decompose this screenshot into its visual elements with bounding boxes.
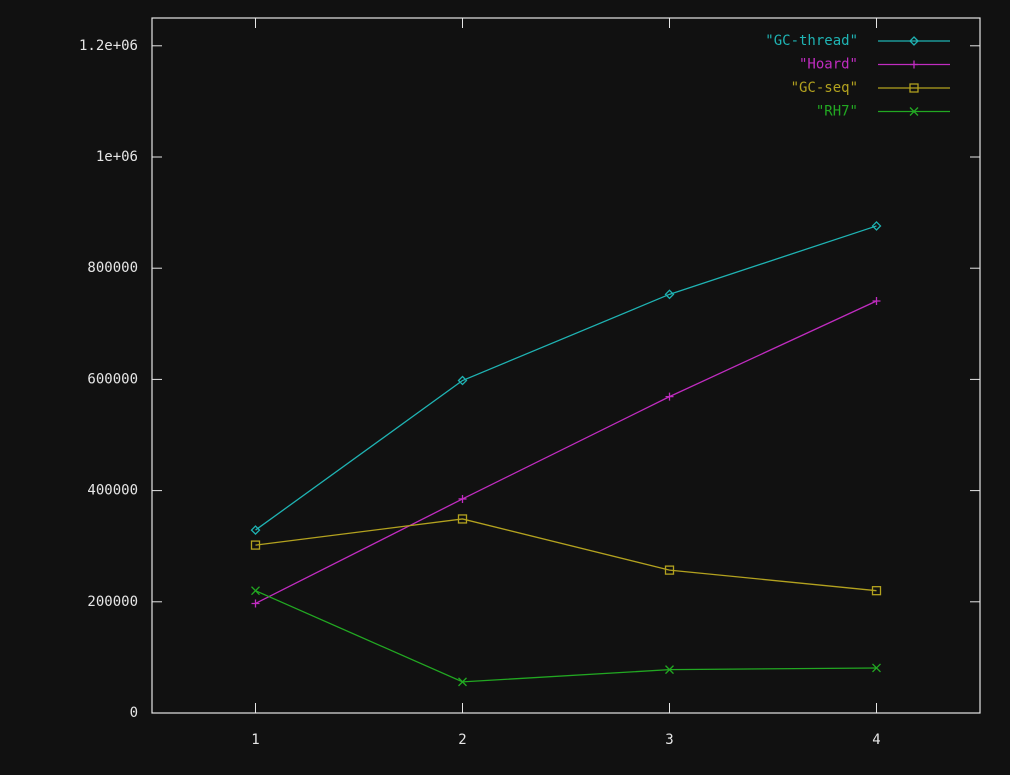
point: [457, 514, 468, 524]
point: [665, 392, 674, 401]
point: [251, 586, 260, 596]
y-tick-label: 200000: [87, 594, 138, 610]
point: [250, 525, 261, 535]
y-tick-label: 600000: [87, 371, 138, 387]
x-tick-label: 3: [665, 732, 673, 748]
legend-label: "Hoard": [799, 57, 858, 73]
legend-label: "GC-seq": [791, 80, 858, 96]
series-line: [255, 590, 877, 683]
legend-marker: [910, 60, 918, 69]
point: [871, 221, 882, 231]
point: [458, 677, 467, 687]
legend-marker: [909, 107, 919, 116]
plot-border: [151, 17, 981, 714]
series-line: [255, 300, 877, 605]
y-tick-label: 1.2e+06: [79, 38, 138, 54]
series-line: [255, 225, 877, 531]
x-tick-label: 1: [251, 732, 259, 748]
legend-marker: [909, 36, 919, 46]
point: [871, 586, 882, 596]
y-tick-label: 0: [130, 705, 138, 721]
y-tick-label: 800000: [87, 260, 138, 276]
point: [872, 663, 881, 673]
legend-label: "GC-thread": [765, 33, 858, 49]
point: [457, 375, 468, 386]
point: [250, 540, 261, 550]
point: [665, 665, 674, 675]
x-tick-label: 2: [458, 732, 466, 748]
legend-label: "RH7": [816, 104, 858, 120]
point: [458, 494, 467, 503]
y-tick-label: 1e+06: [96, 149, 138, 165]
point: [251, 599, 260, 608]
y-tick-label: 400000: [87, 483, 138, 499]
point: [664, 289, 675, 300]
legend-marker: [909, 83, 919, 93]
point: [664, 565, 675, 575]
series-line: [255, 518, 877, 592]
point: [872, 297, 881, 306]
x-tick-label: 4: [872, 732, 880, 748]
